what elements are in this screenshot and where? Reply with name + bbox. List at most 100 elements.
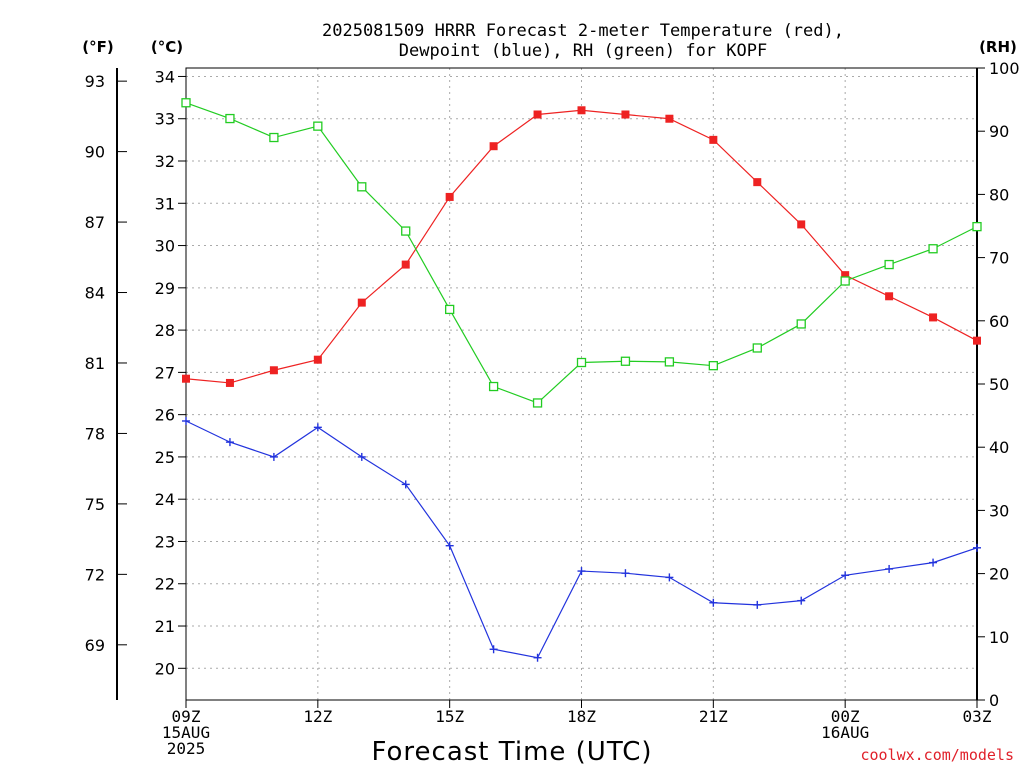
celsius-tick-label: 27 [155,363,175,382]
dewpoint-point [973,543,981,552]
celsius-tick-label: 20 [155,659,175,678]
rh-unit-label: (RH) [979,38,1017,56]
credit-label: coolwx.com/models [860,746,1014,764]
temperature-point [797,220,806,229]
celsius-tick-label: 29 [155,279,175,298]
rh-point [532,398,543,408]
axes [116,67,985,708]
dewpoint-point [489,645,498,654]
rh-point [708,361,718,371]
rh-point [796,319,806,329]
rh-point [225,113,235,124]
dewpoint-point [665,573,674,582]
celsius-tick-label: 31 [155,194,175,213]
rh-point [664,357,675,367]
rh-point [401,226,411,236]
temperature-point [489,142,498,151]
series-layer [181,98,982,662]
tick-labels: 20 21 22 23 24 25 26 27 28 29 30 31 32 33 34 69 72 75 78 81… [85,59,1020,758]
dewpoint-point [445,541,454,550]
rh-point [972,221,982,232]
temperature-point [929,313,938,322]
dewpoint-point [753,600,762,609]
fahrenheit-tick-label: 75 [85,495,105,514]
rh-point [181,98,191,108]
rh-point [445,304,455,315]
dewpoint-point [577,567,586,576]
dewpoint-point [841,571,850,580]
celsius-tick-label: 26 [155,406,175,425]
x-tick-label: 18Z [567,707,596,726]
rh-tick-label: 0 [989,691,999,710]
plot-frame [185,67,978,701]
x-tick-label: 2025 [167,739,206,758]
celsius-tick-label: 34 [155,67,175,86]
fahrenheit-tick-label: 78 [85,424,105,443]
dewpoint-point [401,480,410,489]
fahrenheit-tick-label: 72 [85,565,105,584]
celsius-tick-label: 32 [155,152,175,171]
fahrenheit-tick-label: 93 [85,72,105,91]
rh-tick-label: 10 [989,628,1009,647]
temperature-point [182,374,190,383]
fahrenheit-tick-label: 69 [85,636,105,655]
rh-point [620,356,631,366]
celsius-tick-label: 24 [155,490,175,509]
temperature-point [621,110,630,119]
rh-point [269,132,279,143]
chart-title-line2: Dewpoint (blue), RH (green) for KOPF [399,41,767,61]
fahrenheit-tick-label: 81 [85,354,105,373]
temperature-point [577,106,586,115]
celsius-unit-label: (°C) [151,38,183,56]
celsius-tick-label: 25 [155,448,175,467]
dewpoint-point [313,423,322,432]
temperature-point [753,178,762,187]
rh-tick-label: 100 [989,59,1020,78]
rh-tick-label: 30 [989,501,1009,520]
temperature-point [709,135,718,144]
celsius-tick-label: 22 [155,575,175,594]
rh-tick-label: 80 [989,185,1009,204]
rh-point [313,121,323,131]
rh-point [752,343,762,353]
x-tick-label: 21Z [699,707,728,726]
dewpoint-point [797,596,806,605]
dewpoint-point [357,452,366,461]
temperature-point [357,298,366,307]
celsius-tick-label: 21 [155,617,175,636]
temperature-line [185,109,978,384]
rh-point [928,244,938,254]
celsius-tick-label: 28 [155,321,175,340]
dewpoint-point [533,653,542,662]
temperature-point [225,378,234,387]
x-tick-label: 16AUG [821,723,869,742]
temperature-point [401,260,410,269]
x-tick-label: 15Z [435,707,464,726]
fahrenheit-tick-label: 90 [85,143,105,162]
rh-point [357,182,367,192]
celsius-tick-label: 33 [155,110,175,129]
x-tick-label: 09Z [172,707,201,726]
dewpoint-point [225,438,234,447]
rh-tick-label: 60 [989,312,1009,331]
dewpoint-point [269,452,278,461]
celsius-tick-label: 23 [155,532,175,551]
temperature-point [841,271,850,280]
temperature-point [269,366,278,375]
x-tick-label: 15AUG [162,723,210,742]
fahrenheit-unit-label: (°F) [82,38,113,56]
grid-lines [186,68,977,700]
rh-tick-label: 90 [989,122,1009,141]
temperature-point [445,192,454,201]
temperature-point [973,336,981,345]
dewpoint-point [182,416,190,425]
rh-point [884,259,894,270]
fahrenheit-tick-label: 87 [85,213,105,232]
dewpoint-point [621,569,630,578]
rh-point [488,381,499,392]
rh-point [840,276,850,286]
x-axis-title: Forecast Time (UTC) [371,737,652,767]
x-tick-label: 12Z [303,707,332,726]
chart-title-line1: 2025081509 HRRR Forecast 2-meter Tempera… [322,21,844,41]
